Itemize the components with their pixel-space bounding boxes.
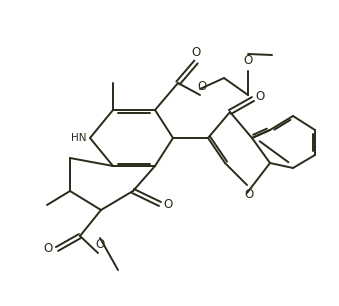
Text: O: O	[43, 242, 53, 256]
Text: O: O	[197, 80, 207, 92]
Text: O: O	[192, 46, 201, 58]
Text: O: O	[255, 89, 265, 103]
Text: O: O	[244, 188, 254, 201]
Text: O: O	[163, 197, 173, 211]
Text: O: O	[95, 238, 105, 252]
Text: HN: HN	[71, 133, 86, 143]
Text: O: O	[243, 54, 253, 66]
